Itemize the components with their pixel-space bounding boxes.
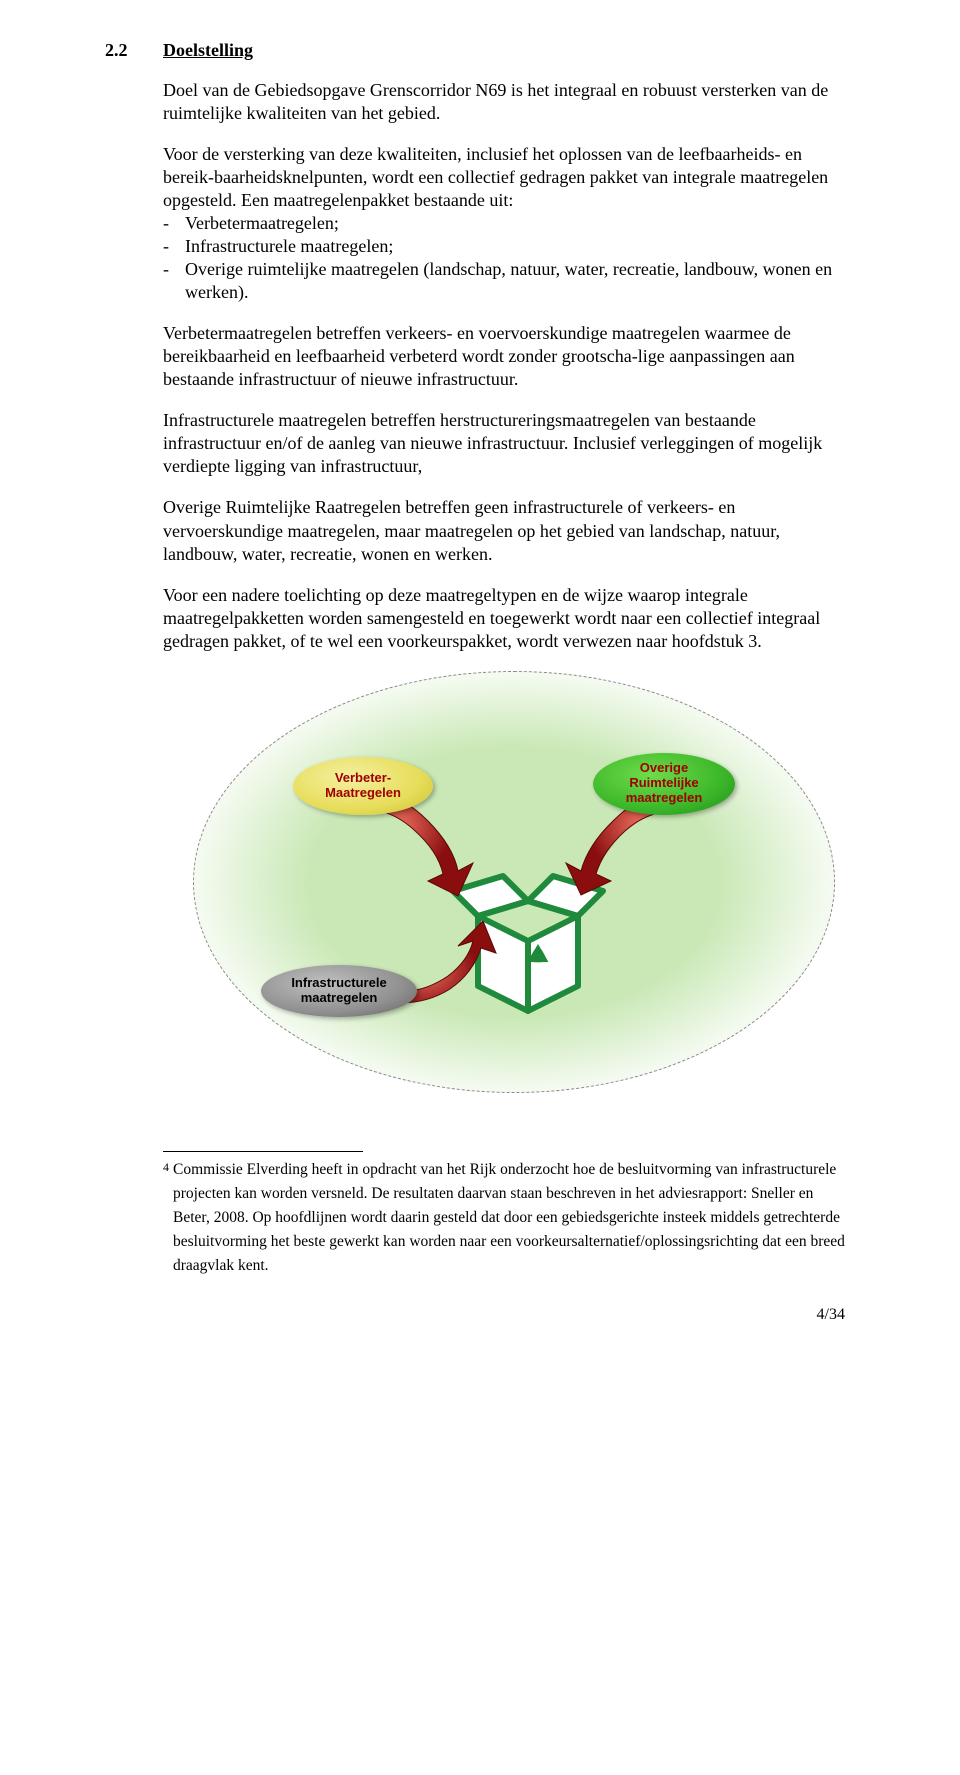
list-item: - Overige ruimtelijke maatregelen (lands… — [163, 258, 845, 304]
node-label: Maatregelen — [325, 786, 401, 801]
section-title: Doelstelling — [163, 40, 253, 61]
node-label: Verbeter- — [335, 771, 391, 786]
bullet-text: Verbetermaatregelen; — [185, 212, 339, 235]
paragraph: Voor de versterking van deze kwaliteiten… — [163, 143, 845, 212]
body-content: Doel van de Gebiedsopgave Grenscorridor … — [163, 79, 845, 1141]
paragraph: Infrastructurele maatregelen betreffen h… — [163, 409, 845, 478]
node-label: maatregelen — [626, 791, 703, 806]
diagram-node-overige: Overige Ruimtelijke maatregelen — [593, 753, 735, 815]
bullet-dash: - — [163, 212, 185, 235]
node-label: Infrastructurele — [291, 976, 386, 991]
bullet-dash: - — [163, 258, 185, 304]
diagram-node-verbeter: Verbeter- Maatregelen — [293, 757, 433, 815]
document-page: 2.2 Doelstelling Doel van de Gebiedsopga… — [0, 0, 960, 1354]
paragraph: Verbetermaatregelen betreffen verkeers- … — [163, 322, 845, 391]
diagram-node-infra: Infrastructurele maatregelen — [261, 965, 417, 1017]
section-header: 2.2 Doelstelling — [105, 40, 845, 61]
footnote-number: 4 — [163, 1158, 169, 1278]
node-label: Ruimtelijke — [629, 776, 698, 791]
paragraph: Voor een nadere toelichting op deze maat… — [163, 584, 845, 653]
paragraph: Doel van de Gebiedsopgave Grenscorridor … — [163, 79, 845, 125]
page-number: 4/34 — [105, 1306, 845, 1324]
list-item: - Verbetermaatregelen; — [163, 212, 845, 235]
bullet-text: Infrastructurele maatregelen; — [185, 235, 393, 258]
paragraph: Overige Ruimtelijke Raatregelen betreffe… — [163, 496, 845, 565]
list-item: - Infrastructurele maatregelen; — [163, 235, 845, 258]
section-number: 2.2 — [105, 40, 163, 61]
bullet-text: Overige ruimtelijke maatregelen (landsch… — [185, 258, 845, 304]
bullet-list: - Verbetermaatregelen; - Infrastructurel… — [163, 212, 845, 304]
node-label: maatregelen — [301, 991, 378, 1006]
diagram: Verbeter- Maatregelen Overige Ruimtelijk… — [193, 671, 845, 1141]
footnote-text: Commissie Elverding heeft in opdracht va… — [173, 1158, 845, 1278]
bullet-dash: - — [163, 235, 185, 258]
node-label: Overige — [640, 761, 688, 776]
footnote-separator — [163, 1151, 363, 1152]
footnote: 4 Commissie Elverding heeft in opdracht … — [163, 1158, 845, 1278]
